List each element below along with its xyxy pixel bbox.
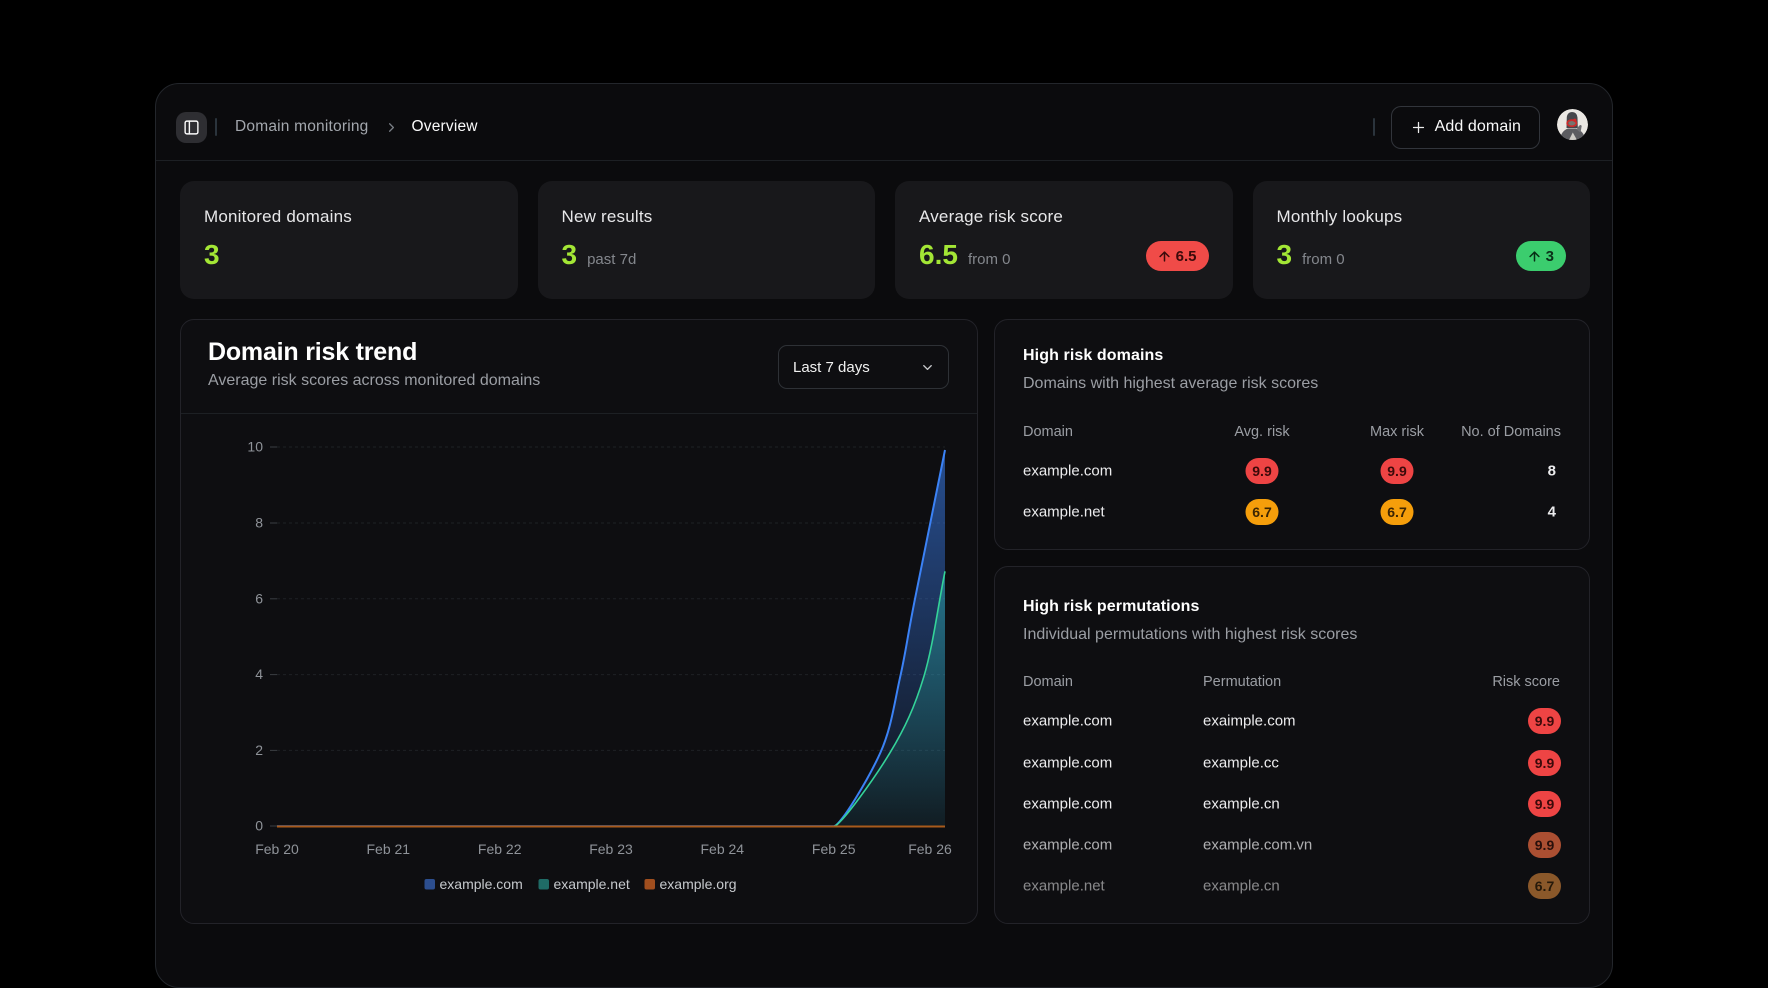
svg-text:Feb 20: Feb 20: [255, 841, 299, 857]
svg-text:6: 6: [255, 590, 263, 606]
svg-text:example.net: example.net: [554, 876, 630, 892]
svg-text:4: 4: [255, 666, 263, 682]
svg-text:Feb 24: Feb 24: [701, 841, 745, 857]
svg-text:example.com: example.com: [440, 876, 523, 892]
svg-text:Feb 23: Feb 23: [589, 841, 633, 857]
svg-text:8: 8: [255, 515, 263, 531]
svg-text:Feb 26: Feb 26: [908, 841, 952, 857]
svg-text:Feb 22: Feb 22: [478, 841, 522, 857]
svg-text:2: 2: [255, 742, 263, 758]
svg-text:0: 0: [255, 818, 263, 834]
svg-text:Feb 25: Feb 25: [812, 841, 856, 857]
svg-text:10: 10: [247, 439, 263, 455]
svg-text:example.org: example.org: [660, 876, 737, 892]
svg-text:Feb 21: Feb 21: [367, 841, 411, 857]
